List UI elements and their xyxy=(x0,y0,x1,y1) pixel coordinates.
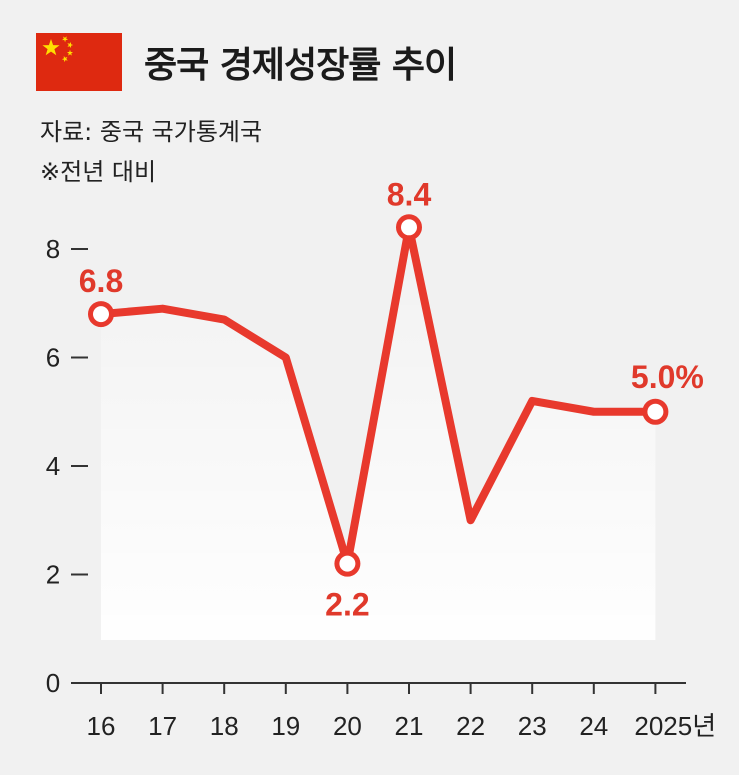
data-label: 8.4 xyxy=(387,176,432,212)
x-tick-label: 2025년 xyxy=(634,711,716,741)
x-tick-label: 24 xyxy=(579,711,608,741)
y-tick-label: 8 xyxy=(46,234,60,264)
flag-small-star xyxy=(61,56,68,63)
series-line xyxy=(97,223,660,568)
chart-title: 중국 경제성장률 추이 xyxy=(144,45,457,86)
x-tick-label: 21 xyxy=(395,711,424,741)
flag-small-star xyxy=(61,36,69,43)
area-fill xyxy=(101,227,656,641)
header: 중국 경제성장률 추이 xyxy=(36,32,457,92)
data-label: 6.8 xyxy=(79,263,123,299)
x-tick-label: 22 xyxy=(456,711,485,741)
flag-large-star xyxy=(42,39,60,56)
x-tick-label: 18 xyxy=(210,711,239,741)
y-tick-label: 4 xyxy=(46,451,60,481)
x-tick-label: 17 xyxy=(148,711,177,741)
source-text: 자료: 중국 국가통계국 xyxy=(40,118,263,146)
china-flag-icon xyxy=(36,33,122,91)
y-tick-label: 2 xyxy=(46,560,60,590)
note-text: ※전년 대비 xyxy=(40,158,157,186)
data-point-marker xyxy=(88,301,114,328)
y-tick-label: 6 xyxy=(46,343,60,373)
data-label: 2.2 xyxy=(325,587,369,623)
x-tick-label: 16 xyxy=(87,711,116,741)
x-tick-label: 19 xyxy=(271,711,300,741)
x-tick-label: 20 xyxy=(333,711,362,741)
x-tick-label: 23 xyxy=(518,711,547,741)
data-point-marker xyxy=(334,550,361,577)
flag-small-star xyxy=(66,49,74,56)
flag-small-star xyxy=(67,41,74,49)
data-label: 5.0% xyxy=(631,359,704,395)
y-tick-label: 0 xyxy=(46,668,60,698)
data-point-marker xyxy=(642,398,669,425)
data-point-marker xyxy=(396,214,422,241)
